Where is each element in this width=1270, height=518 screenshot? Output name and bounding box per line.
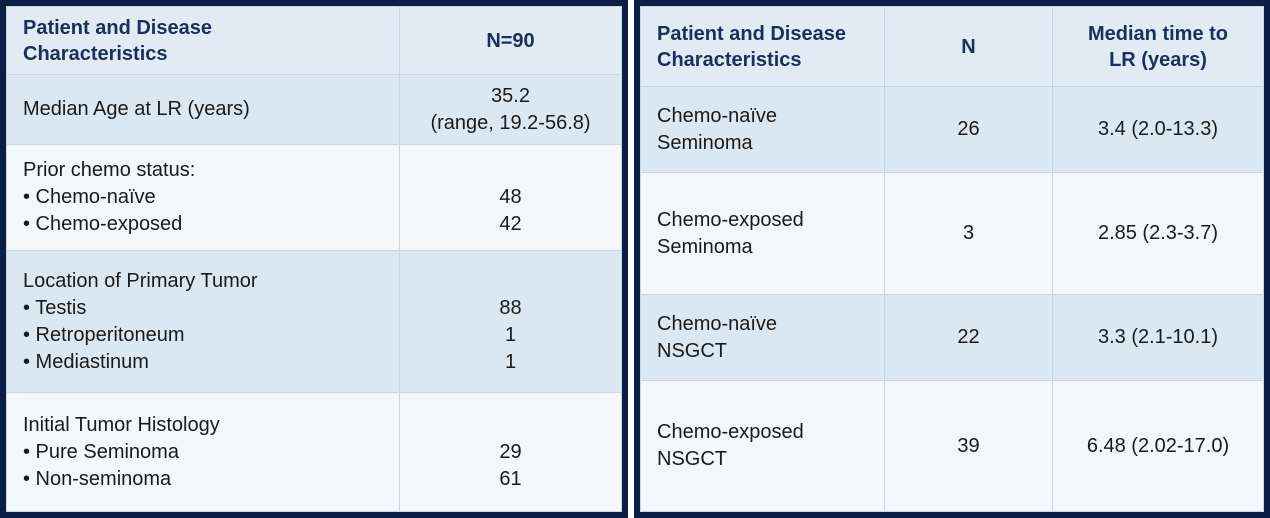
n-cell: 39 [884,380,1053,512]
table-header-row: Patient and Disease Characteristics N Me… [640,6,1264,87]
characteristics-table-panel: Patient and Disease Characteristics N=90… [0,0,628,518]
list-item: • Chemo-naïve [23,186,156,208]
n-cell: 3 [884,172,1053,295]
prior-chemo-cell: Prior chemo status: • Chemo-naïve • Chem… [6,144,400,251]
group-label: Prior chemo status: [23,159,196,181]
list-item: • Mediastinum [23,350,149,373]
list-item: • Chemo-exposed [23,213,183,235]
count-value: 42 [499,213,522,235]
table-row: Initial Tumor Histology • Pure Seminoma … [6,392,622,512]
prior-chemo-values: 48 42 [399,144,622,251]
group-line: Chemo-exposed [657,421,804,443]
group-label: Location of Primary Tumor [23,269,258,292]
group-line: NSGCT [657,448,727,470]
table-row: Chemo-naïve NSGCT 22 3.3 (2.1-10.1) [640,294,1264,381]
group-label: Initial Tumor Histology [23,413,220,436]
header-n: N [884,6,1053,87]
list-item: • Non-seminoma [23,467,172,490]
count-value: 29 [499,440,522,463]
header-characteristics: Patient and Disease Characteristics [640,6,885,87]
group-cell: Chemo-naïve Seminoma [640,86,885,173]
median-age-label: Median Age at LR (years) [6,74,400,145]
list-item: • Testis [23,296,87,319]
group-line: Chemo-naïve [657,312,778,335]
value-line: 35.2 [491,84,530,107]
count-value: 61 [499,467,522,490]
median-cell: 3.3 (2.1-10.1) [1052,294,1264,381]
header-line: LR (years) [1109,48,1207,71]
group-cell: Chemo-exposed NSGCT [640,380,885,512]
header-line: Median time to [1087,22,1228,45]
table-row: Median Age at LR (years) 35.2 (range, 19… [6,74,622,145]
list-item: • Retroperitoneum [23,323,185,346]
group-cell: Chemo-naïve NSGCT [640,294,885,381]
count-value: 88 [499,296,522,319]
median-time-table: Patient and Disease Characteristics N Me… [640,6,1264,512]
group-line: Chemo-naïve [657,104,778,127]
n-cell: 22 [884,294,1053,381]
table-row: Prior chemo status: • Chemo-naïve • Chem… [6,144,622,251]
characteristics-table: Patient and Disease Characteristics N=90… [6,6,622,512]
primary-location-cell: Location of Primary Tumor • Testis • Ret… [6,250,400,393]
header-line: Characteristics [657,48,802,71]
count-value: 48 [499,186,522,208]
histology-cell: Initial Tumor Histology • Pure Seminoma … [6,392,400,512]
n-cell: 26 [884,86,1053,173]
list-item: • Pure Seminoma [23,440,179,463]
table-row: Chemo-naïve Seminoma 26 3.4 (2.0-13.3) [640,86,1264,173]
median-time-table-panel: Patient and Disease Characteristics N Me… [634,0,1270,518]
header-line: Characteristics [23,42,168,65]
group-cell: Chemo-exposed Seminoma [640,172,885,295]
header-line: Patient and Disease [657,22,846,45]
table-row: Chemo-exposed Seminoma 3 2.85 (2.3-3.7) [640,172,1264,295]
median-cell: 6.48 (2.02-17.0) [1052,380,1264,512]
value-line: (range, 19.2-56.8) [430,111,591,134]
header-characteristics: Patient and Disease Characteristics [6,6,400,75]
group-line: Seminoma [657,131,753,154]
group-line: Seminoma [657,235,753,258]
header-n: N=90 [399,6,622,75]
table-header-row: Patient and Disease Characteristics N=90 [6,6,622,75]
header-median-time: Median time to LR (years) [1052,6,1264,87]
table-row: Location of Primary Tumor • Testis • Ret… [6,250,622,393]
count-value: 1 [504,323,517,346]
count-value: 1 [504,350,517,373]
table-row: Chemo-exposed NSGCT 39 6.48 (2.02-17.0) [640,380,1264,512]
header-line: Patient and Disease [23,16,212,39]
median-cell: 2.85 (2.3-3.7) [1052,172,1264,295]
group-line: Chemo-exposed [657,208,804,231]
histology-values: 29 61 [399,392,622,512]
median-cell: 3.4 (2.0-13.3) [1052,86,1264,173]
group-line: NSGCT [657,339,727,362]
median-age-value: 35.2 (range, 19.2-56.8) [399,74,622,145]
primary-location-values: 88 1 1 [399,250,622,393]
